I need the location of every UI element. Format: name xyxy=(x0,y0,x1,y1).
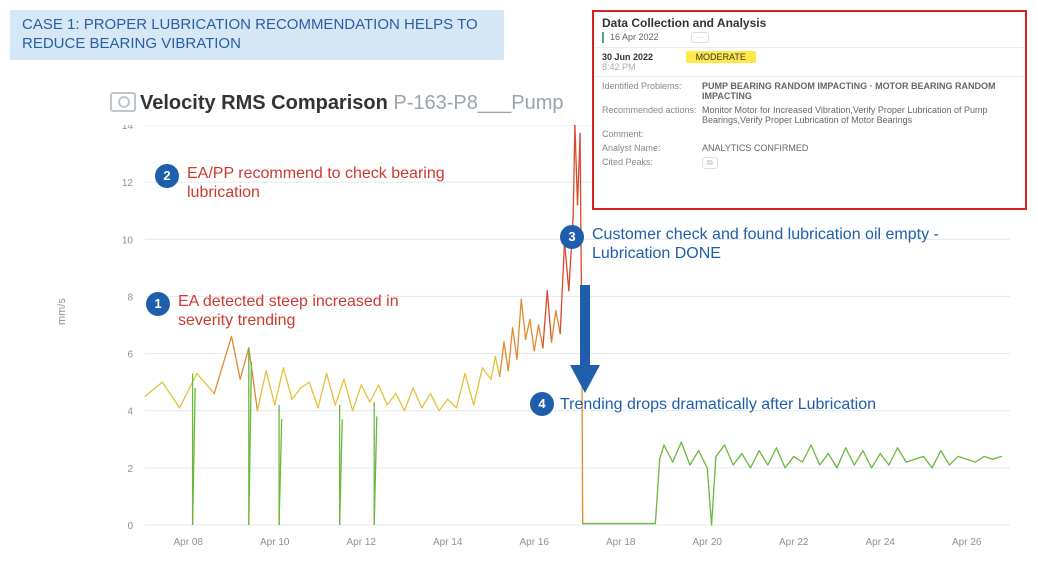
svg-text:6: 6 xyxy=(127,350,133,361)
y-axis-label: mm/s xyxy=(56,298,68,325)
camera-icon xyxy=(110,92,136,112)
annotation-3: Customer check and found lubrication oil… xyxy=(592,225,952,263)
svg-text:0: 0 xyxy=(127,521,133,532)
svg-text:2: 2 xyxy=(127,464,133,475)
svg-text:Apr 24: Apr 24 xyxy=(866,537,896,548)
badge-4: 4 xyxy=(530,392,554,416)
chart-title-main: Velocity RMS Comparison xyxy=(140,92,393,114)
svg-text:12: 12 xyxy=(122,178,134,189)
svg-text:10: 10 xyxy=(122,235,134,246)
severity-badge: MODERATE xyxy=(686,51,756,63)
analysis-panel: Data Collection and Analysis 16 Apr 2022… xyxy=(592,10,1027,210)
svg-text:Apr 18: Apr 18 xyxy=(606,537,636,548)
svg-text:Apr 20: Apr 20 xyxy=(693,537,723,548)
cited-label: Cited Peaks: xyxy=(602,157,702,169)
identified-value: PUMP BEARING RANDOM IMPACTING · MOTOR BE… xyxy=(702,81,1017,101)
chart-title-suffix: P-163-P8___Pump xyxy=(393,92,563,114)
badge-2: 2 xyxy=(155,164,179,188)
svg-text:Apr 10: Apr 10 xyxy=(260,537,290,548)
svg-text:Apr 14: Apr 14 xyxy=(433,537,463,548)
svg-text:4: 4 xyxy=(127,407,133,418)
svg-text:Apr 08: Apr 08 xyxy=(174,537,204,548)
identified-label: Identified Problems: xyxy=(602,81,702,101)
annotation-1: EA detected steep increased in severity … xyxy=(178,292,438,330)
case-title-banner: CASE 1: PROPER LUBRICATION RECOMMENDATIO… xyxy=(10,10,504,60)
recommended-value: Monitor Motor for Increased Vibration,Ve… xyxy=(702,105,1017,125)
panel-header: Data Collection and Analysis xyxy=(602,16,1017,30)
svg-text:Apr 26: Apr 26 xyxy=(952,537,982,548)
svg-text:Apr 22: Apr 22 xyxy=(779,537,809,548)
expand-icon[interactable]: ⋯ xyxy=(691,32,709,43)
badge-3: 3 xyxy=(560,225,584,249)
annotation-4: Trending drops dramatically after Lubric… xyxy=(560,395,960,414)
recommended-label: Recommended actions: xyxy=(602,105,702,125)
chart-title: Velocity RMS Comparison P-163-P8___Pump xyxy=(140,92,564,115)
svg-text:14: 14 xyxy=(122,125,134,132)
annotation-2: EA/PP recommend to check bearing lubrica… xyxy=(187,164,487,202)
svg-text:Apr 12: Apr 12 xyxy=(347,537,377,548)
svg-text:8: 8 xyxy=(127,292,133,303)
analyst-label: Analyst Name: xyxy=(602,143,702,153)
panel-time-2: 8:42 PM xyxy=(602,62,1017,72)
panel-date-1: 16 Apr 2022 xyxy=(610,32,659,42)
panel-date-2: 30 Jun 2022 xyxy=(602,52,653,62)
analyst-value: ANALYTICS CONFIRMED xyxy=(702,143,808,153)
link-icon[interactable]: ⧉ xyxy=(702,157,718,169)
badge-1: 1 xyxy=(146,292,170,316)
comment-label: Comment: xyxy=(602,129,702,139)
svg-text:Apr 16: Apr 16 xyxy=(520,537,550,548)
down-arrow-icon xyxy=(565,285,605,395)
